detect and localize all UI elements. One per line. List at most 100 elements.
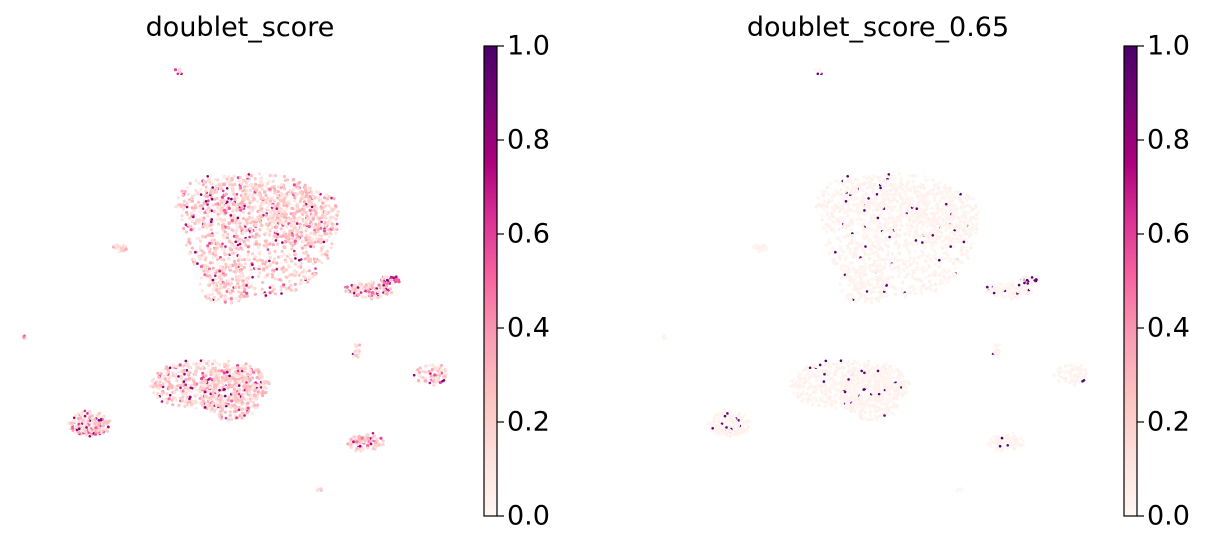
data-point bbox=[972, 207, 976, 211]
data-point bbox=[358, 444, 362, 448]
data-point bbox=[292, 223, 296, 227]
data-point bbox=[870, 289, 875, 293]
data-point bbox=[192, 362, 196, 366]
data-point bbox=[430, 367, 434, 371]
data-point bbox=[848, 178, 852, 182]
data-point bbox=[954, 212, 958, 216]
data-point bbox=[831, 378, 835, 382]
data-point bbox=[385, 278, 389, 282]
data-point bbox=[182, 380, 186, 383]
data-point bbox=[287, 218, 291, 222]
data-point bbox=[216, 403, 220, 407]
data-point bbox=[861, 189, 865, 193]
data-point bbox=[846, 214, 850, 218]
data-point bbox=[269, 214, 273, 218]
data-point bbox=[271, 204, 275, 208]
data-point bbox=[310, 241, 314, 245]
data-point bbox=[955, 237, 959, 241]
data-point bbox=[824, 230, 829, 234]
data-point bbox=[241, 392, 245, 396]
data-point bbox=[279, 214, 283, 218]
data-point bbox=[293, 262, 298, 266]
data-point bbox=[248, 378, 252, 382]
data-point bbox=[279, 186, 283, 190]
data-point bbox=[944, 194, 948, 198]
data-point bbox=[190, 212, 194, 216]
data-point bbox=[228, 410, 232, 414]
data-point bbox=[251, 187, 256, 191]
data-point bbox=[248, 258, 252, 262]
data-point bbox=[244, 243, 248, 247]
data-point bbox=[929, 272, 933, 276]
data-point bbox=[100, 427, 104, 431]
data-point bbox=[227, 180, 231, 184]
data-point bbox=[835, 393, 839, 397]
data-point bbox=[947, 269, 951, 273]
data-point bbox=[233, 215, 237, 219]
data-point bbox=[180, 369, 184, 373]
data-point bbox=[918, 220, 922, 224]
data-point bbox=[268, 259, 271, 263]
data-point bbox=[967, 235, 972, 239]
data-point bbox=[221, 233, 225, 237]
data-point bbox=[305, 205, 309, 209]
data-point bbox=[317, 238, 322, 242]
data-point bbox=[910, 289, 915, 293]
data-point bbox=[838, 362, 842, 366]
data-point bbox=[864, 211, 868, 215]
data-point bbox=[895, 199, 900, 203]
data-point bbox=[325, 193, 329, 197]
data-point bbox=[824, 388, 828, 392]
data-point bbox=[954, 225, 958, 229]
data-point bbox=[315, 195, 319, 200]
data-point bbox=[807, 397, 811, 401]
data-point bbox=[926, 235, 931, 239]
data-point bbox=[856, 244, 860, 248]
data-point bbox=[216, 178, 220, 182]
data-point bbox=[936, 187, 940, 191]
data-point bbox=[83, 409, 87, 413]
data-point bbox=[259, 223, 263, 228]
data-point bbox=[233, 413, 237, 417]
data-point bbox=[437, 371, 441, 375]
data-point bbox=[93, 432, 97, 436]
data-point bbox=[382, 283, 386, 287]
data-point bbox=[238, 175, 242, 179]
data-point bbox=[915, 207, 919, 210]
data-point bbox=[905, 199, 909, 203]
data-point bbox=[238, 213, 242, 217]
data-point bbox=[837, 255, 842, 259]
data-point bbox=[271, 260, 275, 264]
data-point bbox=[811, 396, 816, 400]
data-point bbox=[237, 388, 241, 392]
data-point bbox=[279, 183, 283, 187]
data-point bbox=[352, 440, 355, 444]
data-point bbox=[894, 228, 898, 232]
data-point bbox=[841, 183, 846, 187]
data-point bbox=[271, 179, 275, 183]
data-point bbox=[194, 369, 198, 373]
data-point bbox=[848, 261, 853, 265]
data-point bbox=[282, 232, 286, 236]
data-point bbox=[217, 297, 221, 301]
data-point bbox=[300, 258, 303, 261]
data-point bbox=[302, 200, 306, 204]
data-point bbox=[210, 292, 214, 296]
data-point bbox=[828, 181, 832, 186]
data-point bbox=[239, 272, 243, 276]
data-point bbox=[884, 238, 888, 242]
data-point bbox=[284, 235, 288, 239]
data-point bbox=[821, 207, 826, 211]
data-point bbox=[279, 227, 283, 231]
data-point bbox=[334, 217, 338, 221]
data-point bbox=[962, 240, 966, 244]
data-point bbox=[293, 239, 297, 243]
data-point bbox=[184, 243, 188, 247]
data-point bbox=[816, 384, 820, 388]
data-point bbox=[955, 195, 960, 200]
data-point bbox=[854, 288, 858, 292]
data-point bbox=[265, 242, 269, 246]
data-point bbox=[906, 227, 910, 231]
data-point bbox=[935, 222, 939, 226]
data-point bbox=[257, 267, 261, 271]
